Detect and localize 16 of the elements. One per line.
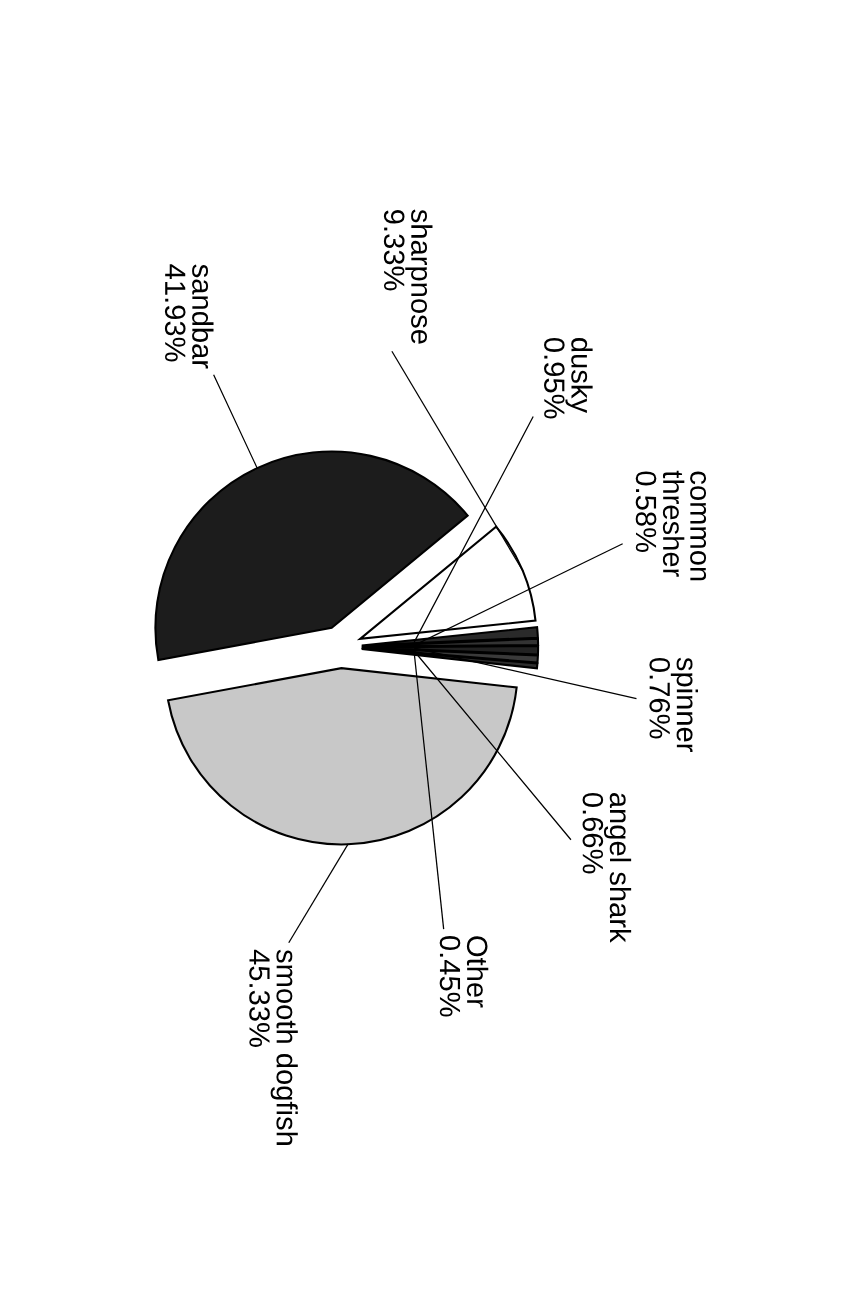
slice-label: smooth dogfish: [270, 949, 298, 1145]
data-label: 0.66%: [582, 792, 604, 874]
data-label: 41.93%: [164, 264, 186, 362]
slice-label: sandbar: [192, 264, 214, 369]
slice-label: spinner: [670, 657, 699, 753]
data-label: 0.45%: [439, 936, 461, 1017]
slice-label: Other: [466, 936, 489, 1008]
slice-label: common thresher: [662, 470, 707, 581]
data-label: 0.76%: [649, 657, 671, 739]
slice-label: angel shark: [603, 793, 632, 943]
slice-label: sharpnose: [405, 209, 433, 344]
data-label: 9.33%: [383, 210, 405, 291]
slice-label: dusky: [565, 338, 593, 413]
data-label: 0.95%: [544, 338, 565, 419]
data-label: 45.33%: [249, 949, 270, 1047]
data-label: 0.58%: [635, 471, 657, 552]
